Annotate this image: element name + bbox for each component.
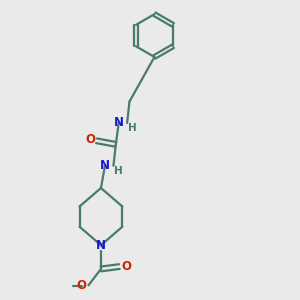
Text: O: O bbox=[121, 260, 131, 273]
Text: H: H bbox=[128, 123, 137, 133]
Text: N: N bbox=[100, 159, 110, 172]
Text: N: N bbox=[96, 239, 106, 252]
Text: H: H bbox=[114, 166, 123, 176]
Text: N: N bbox=[114, 116, 124, 129]
Text: O: O bbox=[76, 279, 87, 292]
Text: O: O bbox=[85, 133, 95, 146]
